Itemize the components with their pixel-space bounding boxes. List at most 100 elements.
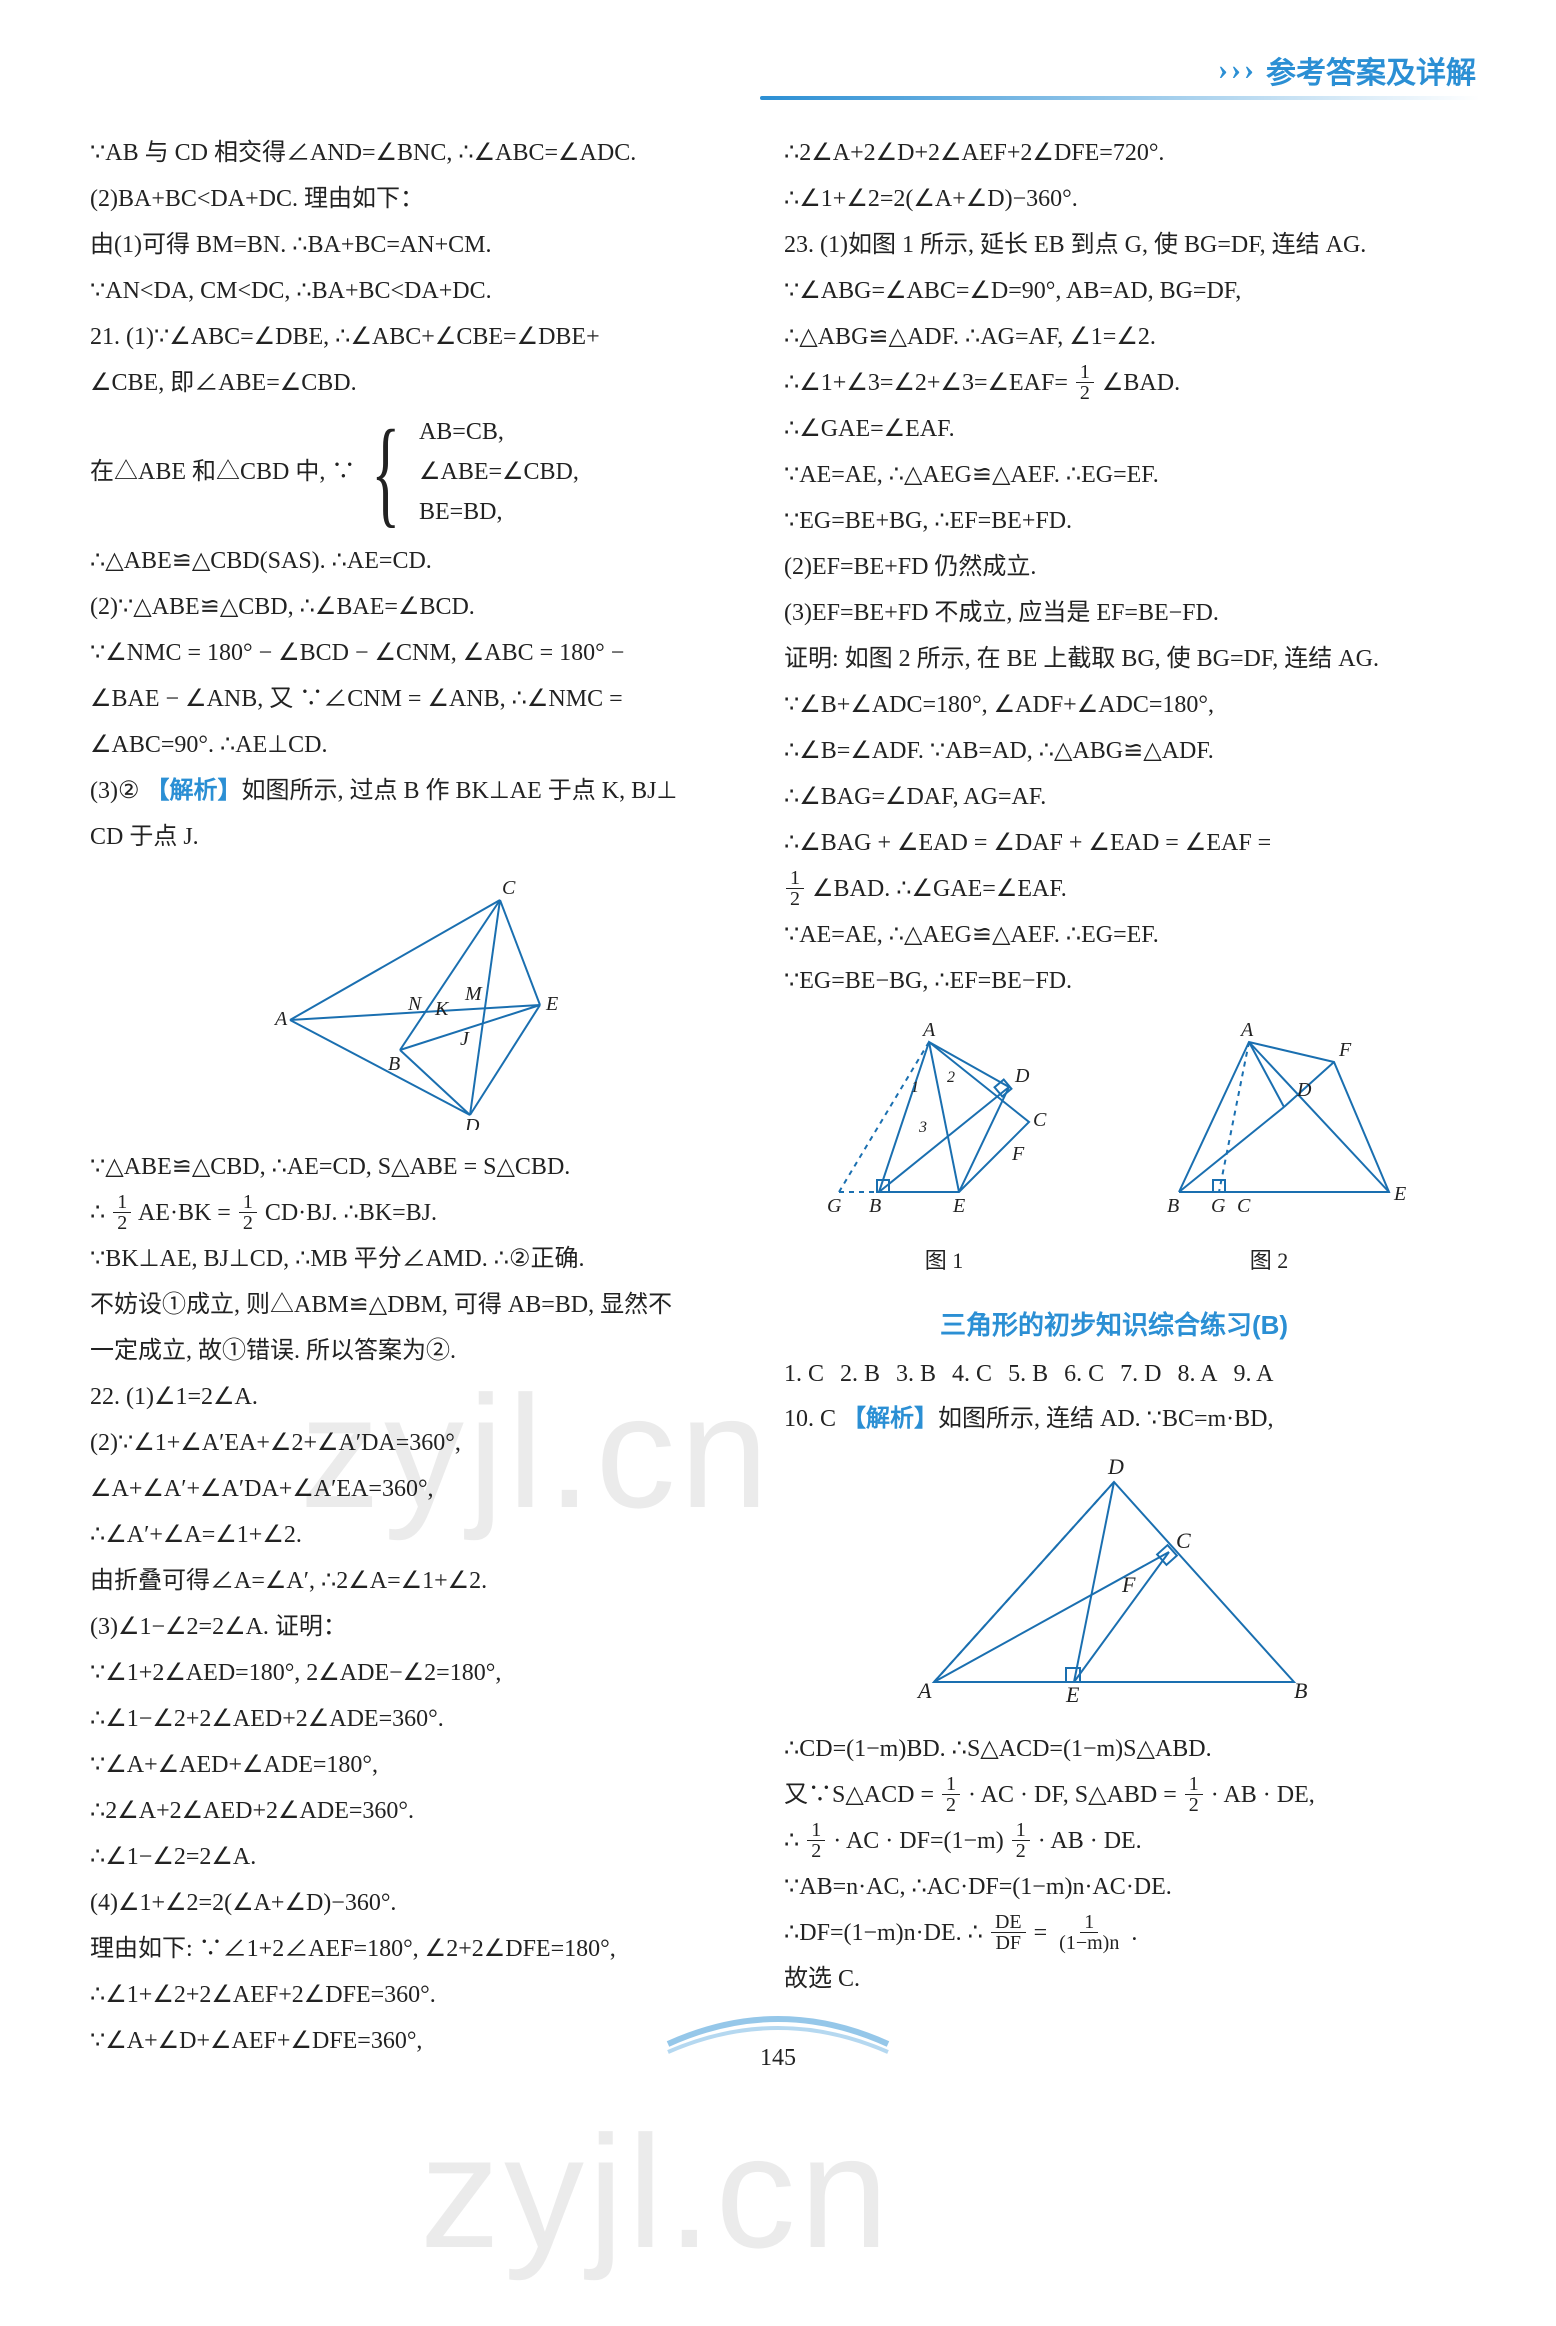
- text-span: ∴: [784, 1828, 799, 1854]
- text-span: 10. C: [784, 1406, 842, 1432]
- text-line: ∵AN<DA, CM<DC, ∴BA+BC<DA+DC.: [90, 268, 750, 314]
- text-line: ∵∠A+∠D+∠AEF+∠DFE=360°,: [90, 2018, 750, 2064]
- text-span: CD·BJ. ∴BK=BJ.: [265, 1200, 437, 1226]
- vertex-label: E: [545, 993, 558, 1015]
- brace-lead: 在△ABE 和△CBD 中, ∵: [90, 449, 355, 495]
- text-line: ∴ 12 · AC · DF=(1−m) 12 · AB · DE.: [784, 1818, 1444, 1864]
- text-line: (2)BA+BC<DA+DC. 理由如下：: [90, 176, 750, 222]
- answer-item: 9. A: [1233, 1352, 1273, 1396]
- text-line: ∠BAE − ∠ANB, 又 ∵∠CNM = ∠ANB, ∴∠NMC =: [90, 676, 750, 722]
- svg-text:E: E: [952, 1195, 965, 1217]
- fraction: 12: [1012, 1820, 1030, 1861]
- text-line: 理由如下: ∵∠1+2∠AEF=180°, ∠2+2∠DFE=180°,: [90, 1926, 750, 1972]
- brace-row: BE=BD,: [419, 492, 579, 532]
- svg-text:B: B: [1294, 1678, 1307, 1703]
- figure-pair: AB CD EF G 1 2 3 图 1: [784, 1022, 1444, 1275]
- svg-text:F: F: [1011, 1143, 1025, 1165]
- brace-row: ∠ABE=∠CBD,: [419, 452, 579, 492]
- text-line: ∴∠A′+∠A=∠1+∠2.: [90, 1512, 750, 1558]
- text-line: 不妨设①成立, 则△ABM≌△DBM, 可得 AB=BD, 显然不: [90, 1282, 750, 1328]
- text-span: .: [1131, 1920, 1137, 1946]
- left-column: ∵AB 与 CD 相交得∠AND=∠BNC, ∴∠ABC=∠ADC. (2)BA…: [90, 130, 750, 2064]
- left-brace-icon: {: [372, 427, 401, 517]
- answer-item: 1. C: [784, 1352, 824, 1396]
- svg-text:1: 1: [911, 1079, 919, 1096]
- svg-text:C: C: [1176, 1528, 1191, 1553]
- fraction: 12: [113, 1192, 131, 1233]
- text-span: (3)②: [90, 778, 146, 804]
- text-line: ∴CD=(1−m)BD. ∴S△ACD=(1−m)S△ABD.: [784, 1726, 1444, 1772]
- text-line: ∵AE=AE, ∴△AEG≌△AEF. ∴EG=EF.: [784, 912, 1444, 958]
- figure-3: A B C D E F: [784, 1452, 1444, 1712]
- vertex-label: N: [407, 993, 423, 1015]
- text-span: ∠BAD. ∴∠GAE=∠EAF.: [812, 876, 1067, 902]
- text-line: ∠CBE, 即∠ABE=∠CBD.: [90, 360, 750, 406]
- svg-text:B: B: [869, 1195, 881, 1217]
- text-line: ∵∠A+∠AED+∠ADE=180°,: [90, 1742, 750, 1788]
- svg-text:E: E: [1065, 1682, 1080, 1707]
- answer-item: 4. C: [952, 1352, 992, 1396]
- vertex-label: B: [388, 1053, 400, 1075]
- svg-text:B: B: [1167, 1195, 1179, 1217]
- text-line: 12 ∠BAD. ∴∠GAE=∠EAF.: [784, 866, 1444, 912]
- text-line: ∴△ABE≌△CBD(SAS). ∴AE=CD.: [90, 538, 750, 584]
- fraction: 12: [807, 1820, 825, 1861]
- text-line: (2)∵△ABE≌△CBD, ∴∠BAE=∠BCD.: [90, 584, 750, 630]
- text-line: ∠A+∠A′+∠A′DA+∠A′EA=360°,: [90, 1466, 750, 1512]
- text-line: CD 于点 J.: [90, 814, 750, 860]
- text-line: ∴2∠A+2∠D+2∠AEF+2∠DFE=720°.: [784, 130, 1444, 176]
- text-span: =: [1034, 1920, 1048, 1946]
- text-line: 23. (1)如图 1 所示, 延长 EB 到点 G, 使 BG=DF, 连结 …: [784, 222, 1444, 268]
- figure-caption: 图 2: [1129, 1243, 1409, 1275]
- fraction: 12: [239, 1192, 257, 1233]
- figure-1: A B C D E K J M N: [90, 870, 750, 1130]
- svg-text:3: 3: [918, 1119, 927, 1136]
- text-line: ∵EG=BE−BG, ∴EF=BE−FD.: [784, 958, 1444, 1004]
- text-line: ∵EG=BE+BG, ∴EF=BE+FD.: [784, 498, 1444, 544]
- text-line: ∵∠NMC = 180° − ∠BCD − ∠CNM, ∠ABC = 180° …: [90, 630, 750, 676]
- text-span: ∴∠1+∠3=∠2+∠3=∠EAF=: [784, 370, 1068, 396]
- svg-text:G: G: [827, 1195, 842, 1217]
- text-line: (3)② 【解析】如图所示, 过点 B 作 BK⊥AE 于点 K, BJ⊥: [90, 768, 750, 814]
- text-line: 21. (1)∵∠ABC=∠DBE, ∴∠ABC+∠CBE=∠DBE+: [90, 314, 750, 360]
- header-underline: [760, 96, 1480, 100]
- svg-text:2: 2: [947, 1069, 955, 1086]
- text-line: 10. C 【解析】如图所示, 连结 AD. ∵BC=m·BD,: [784, 1396, 1444, 1442]
- geometry-diagram-icon: A B C D E K J M N: [270, 870, 570, 1130]
- fraction: 1(1−m)n: [1055, 1912, 1123, 1953]
- text-span: 如图所示, 连结 AD. ∵BC=m·BD,: [938, 1406, 1273, 1432]
- page-number: 145: [760, 2045, 796, 2072]
- vertex-label: K: [434, 998, 450, 1020]
- vertex-label: J: [460, 1028, 470, 1050]
- text-line: (3)EF=BE+FD 不成立, 应当是 EF=BE−FD.: [784, 590, 1444, 636]
- vertex-label: C: [502, 877, 516, 899]
- svg-text:F: F: [1338, 1039, 1352, 1061]
- geometry-diagram-icon: AB CD EF G 1 2 3: [819, 1022, 1069, 1232]
- highlight-label: 【解析】: [146, 778, 242, 804]
- text-line: ∠ABC=90°. ∴AE⊥CD.: [90, 722, 750, 768]
- text-line: ∵∠ABG=∠ABC=∠D=90°, AB=AD, BG=DF,: [784, 268, 1444, 314]
- text-line: ∵∠B+∠ADC=180°, ∠ADF+∠ADC=180°,: [784, 682, 1444, 728]
- watermark: zyjl.cn: [420, 2100, 893, 2284]
- svg-text:C: C: [1237, 1195, 1251, 1217]
- text-line: (2)EF=BE+FD 仍然成立.: [784, 544, 1444, 590]
- chevrons-icon: ›››: [1218, 53, 1254, 87]
- figure-2b: AB CD EF G 图 2: [1129, 1022, 1409, 1275]
- svg-text:F: F: [1121, 1572, 1136, 1597]
- text-line: ∴∠1−∠2=2∠A.: [90, 1834, 750, 1880]
- text-line: 证明: 如图 2 所示, 在 BE 上截取 BG, 使 BG=DF, 连结 AG…: [784, 636, 1444, 682]
- text-line: ∴∠1−∠2+2∠AED+2∠ADE=360°.: [90, 1696, 750, 1742]
- text-span: ∴DF=(1−m)n·DE. ∴: [784, 1920, 983, 1946]
- text-line: ∴∠1+∠2=2(∠A+∠D)−360°.: [784, 176, 1444, 222]
- right-column: ∴2∠A+2∠D+2∠AEF+2∠DFE=720°. ∴∠1+∠2=2(∠A+∠…: [784, 130, 1444, 2064]
- answer-item: 6. C: [1064, 1352, 1104, 1396]
- text-span: ∴: [90, 1200, 105, 1226]
- section-title: 三角形的初步知识综合练习(B): [784, 1305, 1444, 1342]
- svg-text:D: D: [1014, 1065, 1030, 1087]
- text-line: 故选 C.: [784, 1956, 1444, 2002]
- fraction: 12: [942, 1774, 960, 1815]
- text-line: 由折叠可得∠A=∠A′, ∴2∠A=∠1+∠2.: [90, 1558, 750, 1604]
- svg-text:C: C: [1033, 1109, 1047, 1131]
- text-span: · AB · DE,: [1211, 1782, 1315, 1808]
- geometry-diagram-icon: A B C D E F: [904, 1452, 1324, 1712]
